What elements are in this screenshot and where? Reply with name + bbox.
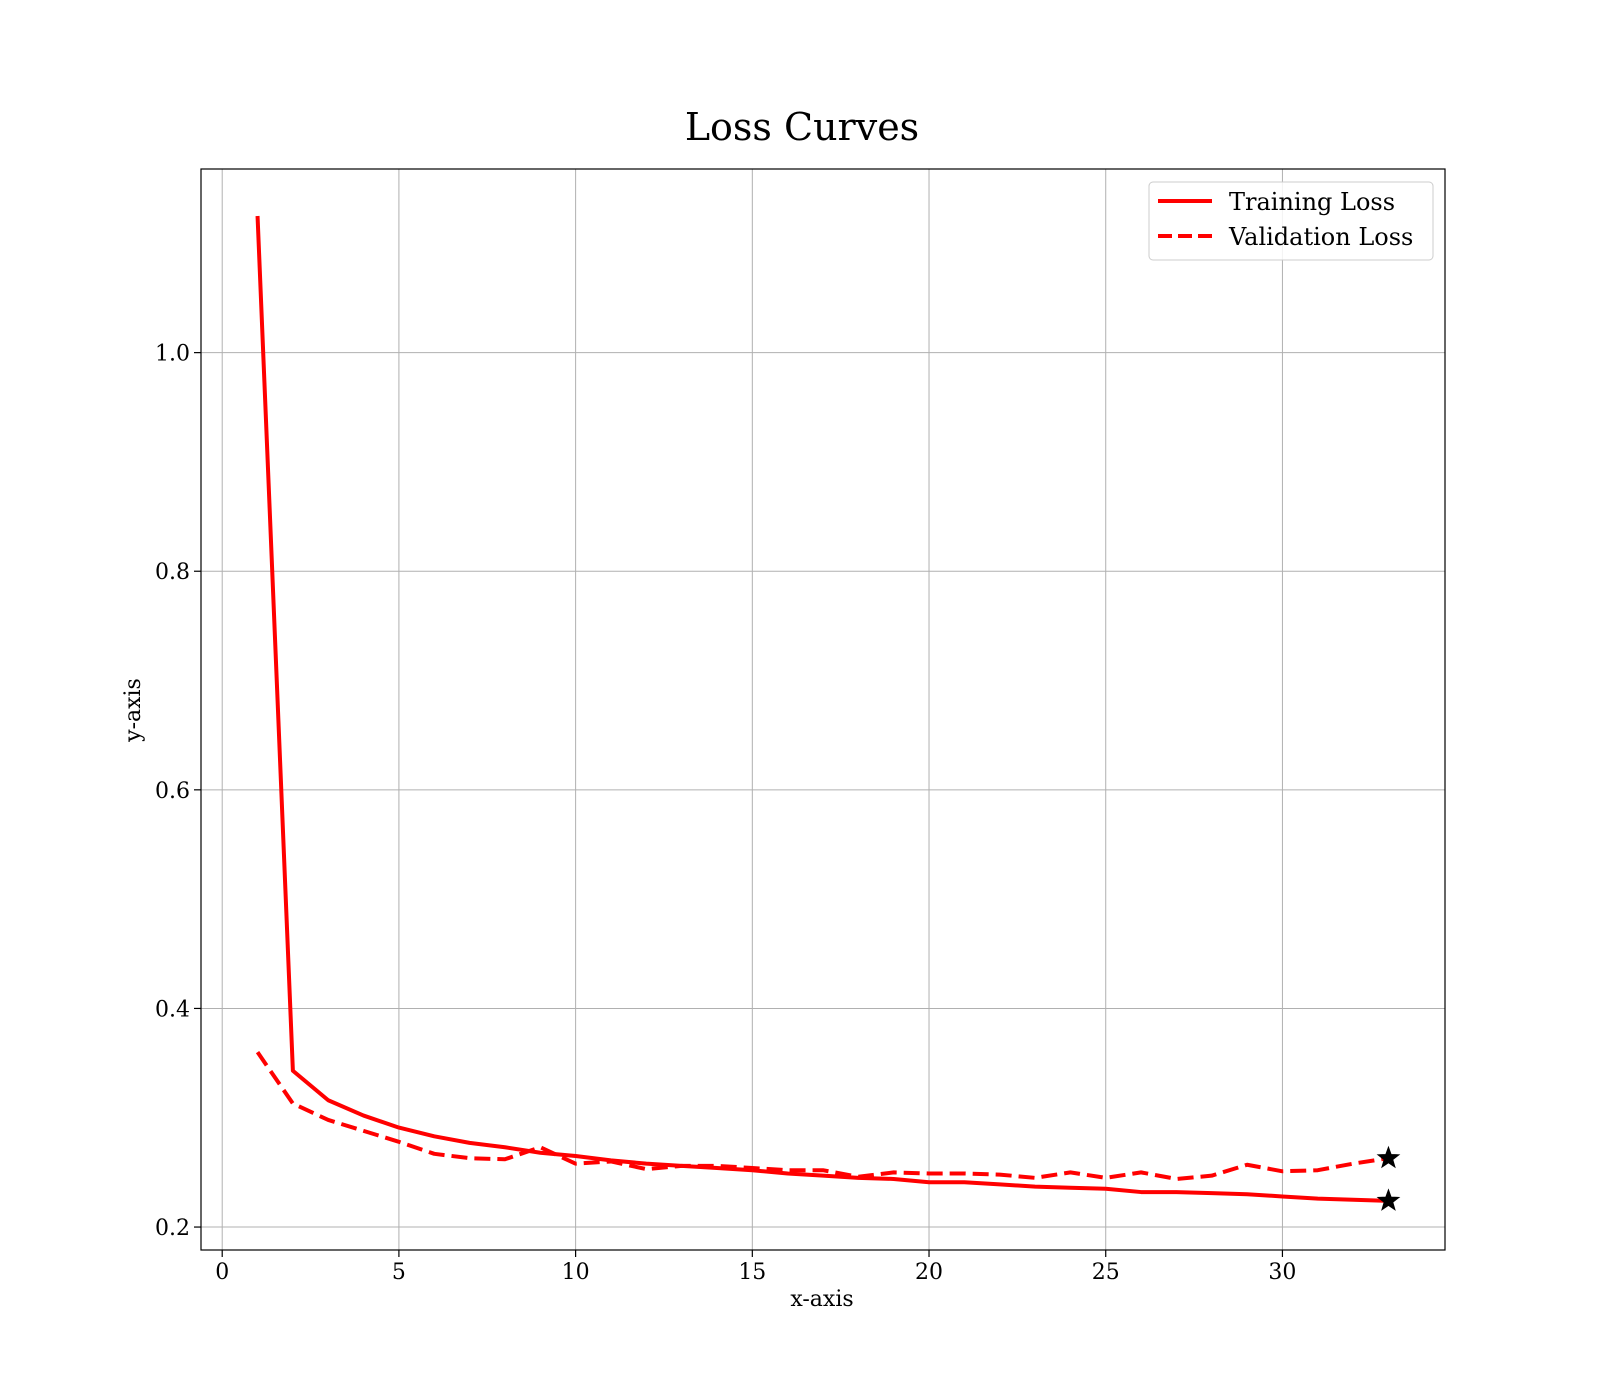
legend-validation-label: Validation Loss — [1228, 223, 1413, 251]
x-tick-label: 5 — [392, 1260, 406, 1285]
validation-loss-line — [255, 1051, 1389, 1181]
legend: Training Loss Validation Loss — [1148, 181, 1434, 261]
grid-lines — [201, 169, 1445, 1250]
y-tick-label: 0.4 — [155, 997, 190, 1022]
marker-layer — [1376, 1145, 1401, 1211]
series-layer — [255, 215, 1389, 1203]
x-tick-label: 10 — [562, 1260, 590, 1285]
legend-training-label: Training Loss — [1229, 188, 1395, 216]
legend-box — [1148, 181, 1434, 261]
training-loss-line — [255, 215, 1389, 1203]
plot-frame — [200, 168, 1446, 1251]
y-tick-label: 0.8 — [155, 560, 190, 585]
y-tick-label: 0.6 — [155, 779, 190, 804]
x-tick-label: 0 — [215, 1260, 229, 1285]
y-tick-label: 0.2 — [155, 1216, 190, 1241]
chart-title: Loss Curves — [685, 105, 919, 149]
x-tick-label: 15 — [738, 1260, 766, 1285]
x-tick-label: 25 — [1092, 1260, 1120, 1285]
tick-layer: 0 5 10 15 20 25 30 0.2 0.4 0.6 0.8 1.0 — [155, 342, 1296, 1285]
y-tick-label: 1.0 — [155, 342, 190, 367]
y-axis-label: y-axis — [121, 678, 146, 743]
training-loss-star-marker — [1376, 1188, 1401, 1211]
x-tick-label: 20 — [915, 1260, 943, 1285]
x-tick-label: 30 — [1268, 1260, 1296, 1285]
x-axis-label: x-axis — [790, 1287, 853, 1312]
validation-loss-star-marker — [1376, 1145, 1401, 1169]
